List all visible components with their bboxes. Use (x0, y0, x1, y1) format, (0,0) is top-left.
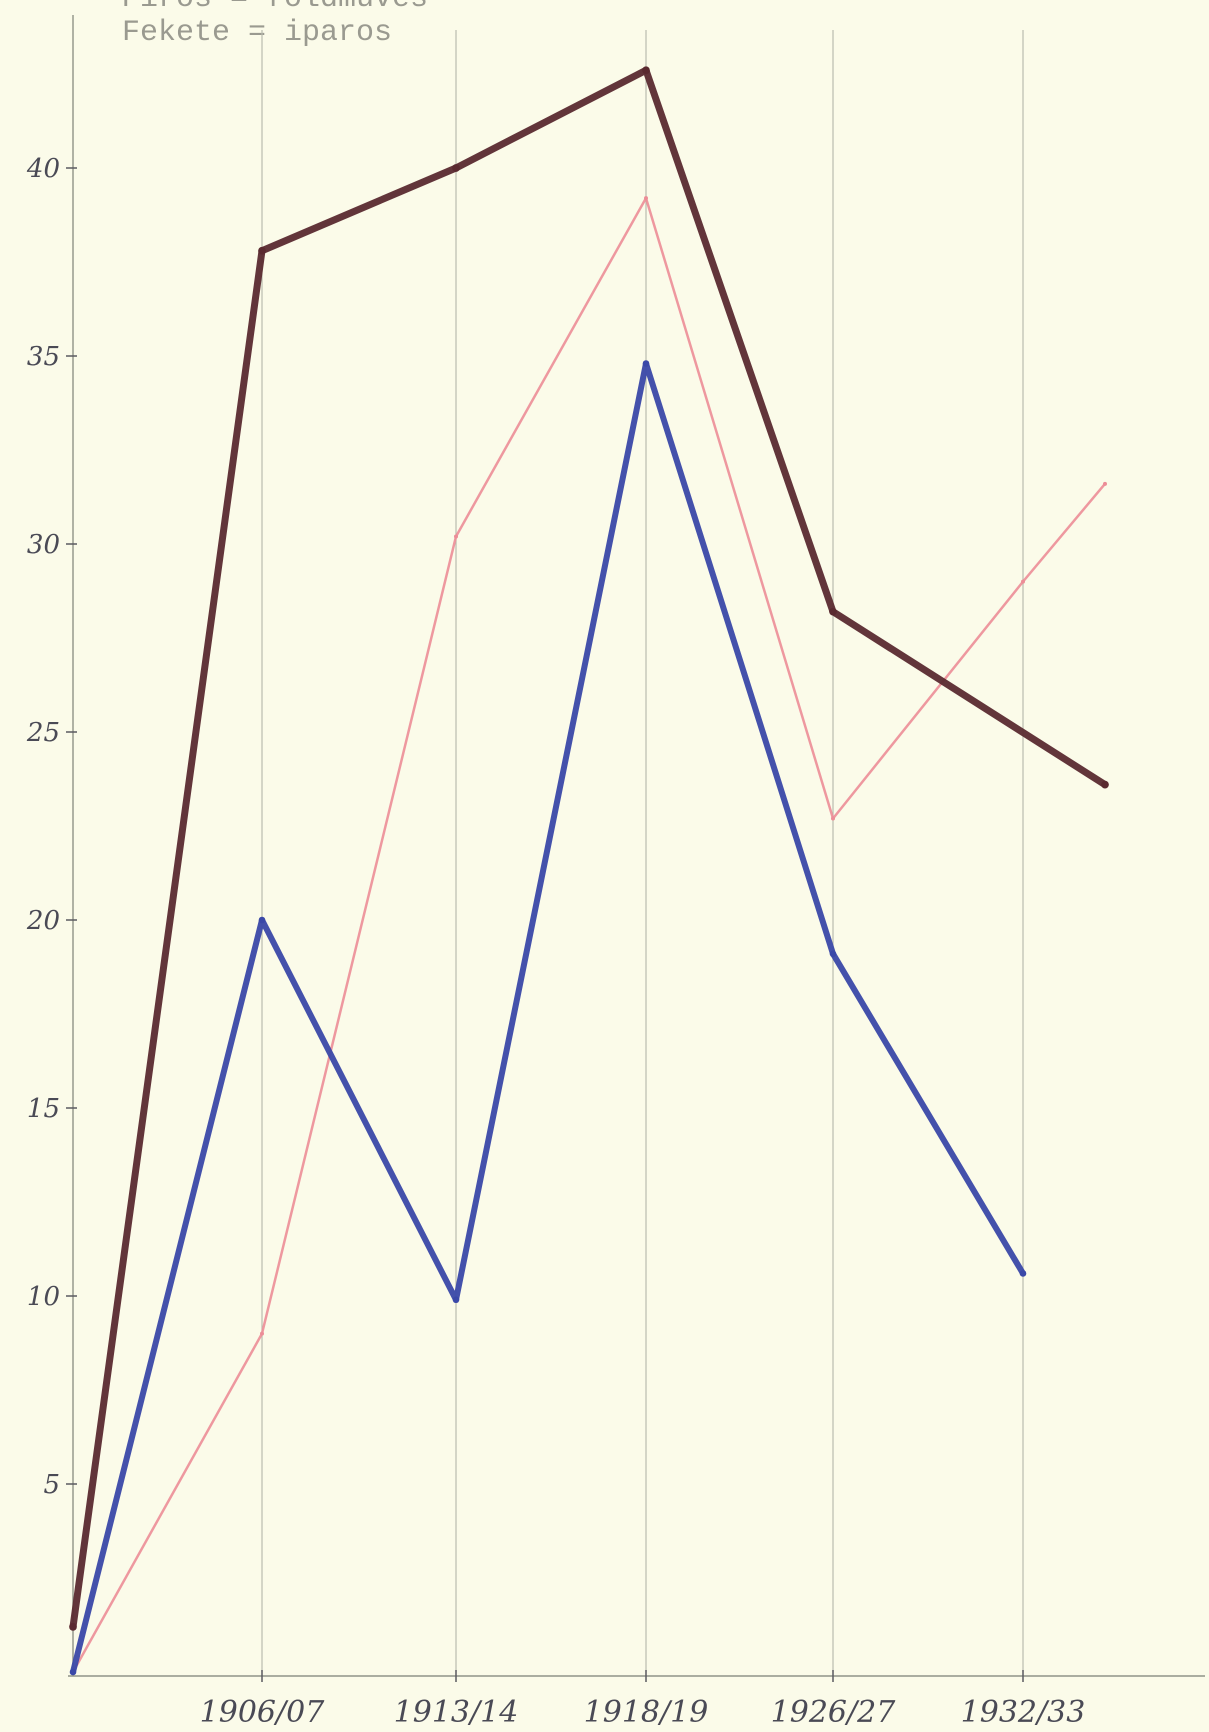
data-point (1021, 579, 1025, 584)
data-point (829, 607, 837, 616)
data-point (1103, 481, 1107, 486)
x-axis-ticks: 1906/07 1913/14 1918/19 1926/27 1932/33 (200, 1670, 1086, 1730)
legend: Piros = földműves Fekete = iparos (122, 0, 428, 50)
series-lines (69, 66, 1109, 1676)
y-tick-label: 25 (26, 718, 60, 748)
data-point (829, 950, 837, 958)
y-tick-label: 5 (43, 1470, 60, 1500)
data-point (1019, 1270, 1027, 1277)
data-point (454, 534, 458, 539)
grid (261, 30, 1024, 1672)
legend-entry-red: Piros = földműves (122, 0, 428, 16)
series-line-1 (71, 196, 1107, 1674)
series-line-0 (69, 66, 1109, 1631)
data-point (642, 360, 650, 367)
x-tick-label: 1913/14 (394, 1695, 519, 1730)
y-tick-label: 30 (27, 530, 60, 560)
data-point (452, 1296, 460, 1304)
data-point (258, 246, 266, 255)
y-tick-label: 20 (26, 906, 60, 936)
y-tick-label: 10 (27, 1282, 60, 1312)
data-point (258, 916, 266, 924)
y-tick-label: 15 (27, 1094, 60, 1124)
y-axis-ticks: 5 10 15 20 25 30 35 40 (26, 154, 77, 1500)
x-tick-label: 1926/27 (771, 1695, 897, 1730)
data-point (452, 164, 460, 172)
y-tick-label: 40 (26, 154, 60, 184)
data-point (642, 66, 650, 75)
x-tick-label: 1932/33 (961, 1695, 1086, 1730)
data-point (831, 816, 835, 821)
x-tick-label: 1906/07 (200, 1695, 326, 1730)
data-point (69, 1668, 77, 1676)
data-point (1101, 780, 1109, 789)
data-point (69, 1623, 77, 1631)
legend-entry-black: Fekete = iparos (122, 16, 392, 50)
axes (68, 15, 1205, 1677)
data-point (644, 196, 648, 201)
series-line-2 (70, 360, 1026, 1675)
data-point (260, 1331, 264, 1336)
x-tick-label: 1918/19 (584, 1695, 709, 1730)
y-tick-label: 35 (27, 342, 60, 372)
